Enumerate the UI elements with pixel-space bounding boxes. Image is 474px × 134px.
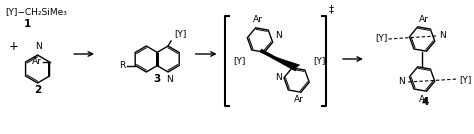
Text: N: N [35,42,42,51]
Text: Ar: Ar [419,14,429,23]
Text: [Y]: [Y] [313,57,326,66]
Text: N: N [399,77,405,87]
Text: 3: 3 [154,74,161,84]
Text: +: + [9,40,19,53]
Text: R: R [119,61,125,70]
Text: [Y]: [Y] [375,34,388,42]
Text: N: N [166,75,173,84]
Text: 4: 4 [421,97,429,107]
Text: Ar: Ar [253,14,263,23]
Text: Ar: Ar [419,94,429,103]
Text: N: N [275,74,282,83]
Text: ‡: ‡ [328,4,334,14]
Text: 2: 2 [34,85,41,95]
Text: 1: 1 [24,19,31,29]
Text: Ar: Ar [32,57,42,66]
Text: [Y]: [Y] [233,57,246,66]
Text: N: N [275,31,282,40]
Text: [Y]−CH₂SiMe₃: [Y]−CH₂SiMe₃ [5,8,67,16]
Polygon shape [260,52,300,68]
Text: N: N [439,31,446,40]
Text: Ar: Ar [293,94,303,103]
Text: [Y]: [Y] [460,75,472,85]
Text: [Y]: [Y] [174,29,186,38]
